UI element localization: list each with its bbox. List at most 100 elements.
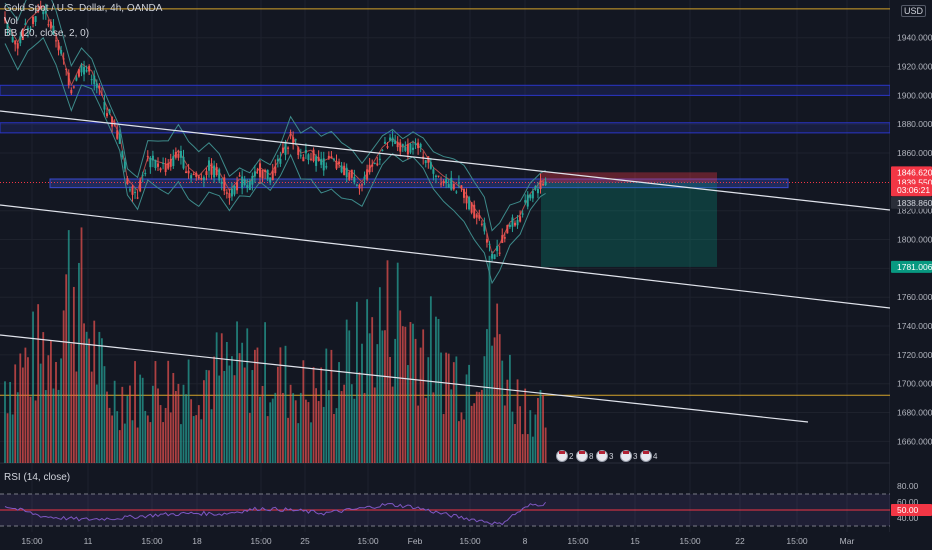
candle-body (475, 214, 478, 218)
candle-body (47, 24, 50, 26)
volume-bar (208, 370, 210, 463)
price-label: 1838.860 (897, 198, 932, 208)
volume-bar (57, 389, 60, 463)
candle-body (149, 157, 152, 168)
volume-bar (320, 367, 323, 463)
candle-body (345, 167, 348, 178)
price-tick-label: 1900.000 (897, 90, 932, 100)
volume-bar (463, 419, 465, 463)
volume-bar (317, 401, 320, 463)
candle-body (177, 153, 180, 158)
candle-body (302, 157, 305, 162)
volume-bar (333, 413, 335, 463)
trend-lines[interactable] (0, 110, 891, 423)
price-axis[interactable]: 1940.000 1920.000 1900.000 1880.000 1860.000… (890, 0, 932, 540)
volume-bar (488, 255, 491, 463)
candle-body (154, 159, 157, 169)
price-tick-label: 1680.000 (897, 408, 932, 418)
volume-bar (287, 417, 289, 463)
candle-body (401, 144, 404, 147)
volume-bar (493, 337, 496, 463)
candle-body (29, 27, 32, 29)
candle-body (248, 181, 251, 190)
volume-bar (483, 356, 486, 463)
candle-body (208, 160, 210, 171)
volume-bar (442, 414, 445, 463)
event-badges[interactable]: 2 8 3 3 4 (556, 450, 659, 462)
candle-body (312, 149, 315, 161)
volume-bar (327, 390, 330, 463)
volume-bar (177, 383, 180, 463)
volume-bar (50, 340, 52, 463)
candle-body (529, 194, 532, 199)
candle-body (297, 147, 300, 155)
volume-bar (361, 343, 363, 463)
candle-body (223, 177, 226, 192)
volume-bar (231, 356, 233, 463)
volume-bar (452, 362, 455, 463)
volume-bar (27, 357, 29, 463)
volume-bar (65, 274, 68, 463)
candle-body (457, 182, 460, 184)
volume-bar (445, 352, 448, 463)
volume-bar (274, 392, 277, 463)
volume-bar (350, 384, 353, 463)
time-tick-label: 18 (192, 536, 202, 546)
candle-body (128, 189, 131, 191)
candle-body (49, 21, 52, 29)
volume-bar (429, 296, 432, 463)
take-profit-zone (541, 182, 717, 267)
time-tick-label: 11 (84, 536, 93, 546)
candle-body (57, 42, 60, 51)
price-tick-label: 1740.000 (897, 321, 932, 331)
price-tick-label: 1660.000 (897, 436, 932, 446)
volume-bar (34, 400, 37, 463)
volume-bar (248, 412, 251, 463)
candle-body (389, 137, 392, 141)
volume-bar (52, 388, 55, 463)
time-tick-label: 15:00 (679, 536, 701, 546)
volume-bar (312, 367, 315, 463)
time-axis[interactable]: 15:00 11 15:00 18 15:00 25 15:00 Feb 15:00 8 15:00… (0, 532, 932, 550)
stop-loss-zone (541, 172, 717, 183)
event-badge: 2 (556, 450, 574, 462)
candle-body (72, 86, 75, 88)
volume-bar (399, 310, 402, 463)
event-badge-count: 3 (633, 452, 638, 461)
volume-bar (305, 399, 307, 463)
time-tick-label: 15:00 (250, 536, 272, 546)
event-badge-count: 8 (589, 452, 594, 461)
volume-bar (185, 394, 187, 463)
volume-bar (335, 408, 338, 463)
volume-bar (118, 430, 121, 463)
candle-body (470, 202, 473, 213)
candle-body (317, 157, 320, 161)
candle-body (544, 181, 547, 186)
price-zones (0, 8, 891, 396)
candle-body (320, 158, 323, 165)
currency-badge[interactable]: USD (900, 5, 926, 17)
candle-body (37, 10, 40, 12)
candle-body (281, 147, 284, 153)
candle-body (440, 183, 443, 185)
candle-body (465, 195, 468, 204)
volume-bar (432, 392, 435, 463)
volume-bar (111, 415, 113, 463)
candle-body (381, 149, 384, 151)
volume-bar (11, 414, 14, 463)
volume-bar (182, 384, 185, 463)
candle-body (62, 58, 65, 60)
candle-body (519, 216, 522, 222)
candle-body (355, 184, 358, 186)
candle-body (111, 117, 114, 127)
candle-body (442, 180, 445, 184)
candle-body (159, 168, 162, 171)
volume-bar (279, 347, 282, 463)
volume-bar (363, 392, 366, 463)
candle-body (289, 132, 292, 134)
candle-body (511, 217, 514, 227)
event-badge-count: 4 (653, 452, 658, 461)
volume-bar (373, 387, 376, 463)
price-label-box (891, 184, 932, 197)
